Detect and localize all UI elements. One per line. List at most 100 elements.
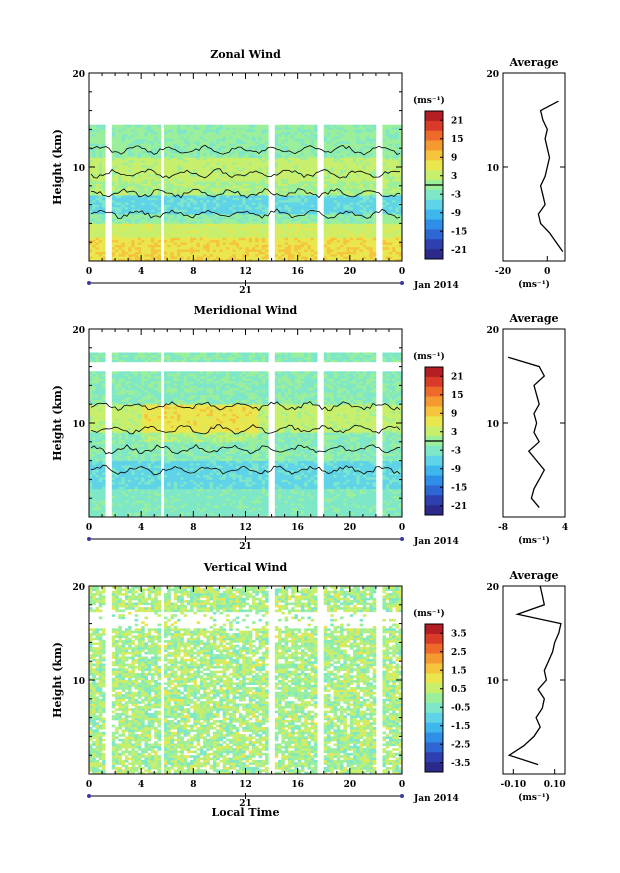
- heatmap-cell: [248, 204, 253, 208]
- heatmap-cell: [356, 225, 360, 229]
- heatmap-cell: [170, 242, 175, 245]
- heatmap-cell: [147, 232, 152, 236]
- heatmap-cell: [356, 145, 360, 149]
- heatmap-cell: [89, 235, 93, 238]
- heatmap-cell: [193, 152, 197, 156]
- heatmap-cell: [216, 136, 220, 140]
- heatmap-cell: [193, 162, 197, 165]
- heatmap-cell: [307, 249, 312, 252]
- heatmap-cell: [163, 197, 168, 201]
- heatmap-cell: [248, 174, 253, 177]
- heatmap-cell: [382, 185, 386, 189]
- heatmap-cell: [287, 190, 292, 194]
- heatmap-cell: [248, 244, 253, 248]
- heatmap-cell: [141, 162, 145, 165]
- heatmap-cell: [212, 181, 217, 184]
- heatmap-cell: [242, 242, 246, 245]
- heatmap-cell: [261, 230, 266, 234]
- heatmap-cell: [333, 185, 338, 189]
- heatmap-cell: [131, 131, 135, 135]
- heatmap-cell: [300, 183, 305, 187]
- heatmap-cell: [163, 155, 168, 158]
- heatmap-cell: [219, 148, 223, 151]
- heatmap-cell: [144, 242, 148, 245]
- heatmap-cell: [98, 143, 103, 147]
- heatmap-cell: [124, 237, 129, 241]
- heatmap-cell: [118, 188, 122, 191]
- heatmap-cell: [193, 230, 197, 234]
- heatmap-cell: [190, 223, 194, 227]
- heatmap-cell: [323, 211, 328, 215]
- heatmap-cell: [340, 251, 344, 255]
- heatmap-cell: [294, 230, 298, 234]
- heatmap-cell: [92, 223, 96, 227]
- heatmap-cell: [307, 216, 312, 219]
- heatmap-cell: [203, 197, 207, 201]
- heatmap-cell: [225, 249, 230, 252]
- heatmap-cell: [229, 258, 233, 262]
- heatmap-cell: [137, 141, 142, 144]
- heatmap-cell: [349, 178, 354, 182]
- heatmap-cell: [118, 127, 122, 130]
- heatmap-cell: [287, 211, 292, 215]
- heatmap-cell: [330, 134, 334, 137]
- heatmap-cell: [287, 127, 292, 130]
- heatmap-cell: [219, 230, 223, 234]
- heatmap-cell: [137, 237, 142, 241]
- heatmap-cell: [284, 206, 289, 210]
- heatmap-cell: [353, 150, 357, 154]
- heatmap-cell: [196, 230, 201, 234]
- heatmap-cell: [206, 242, 210, 245]
- heatmap-cell: [242, 197, 246, 201]
- heatmap-cell: [144, 131, 148, 135]
- heatmap-cell: [343, 138, 347, 142]
- heatmap-cell: [203, 167, 207, 170]
- heatmap-cell: [242, 214, 246, 217]
- heatmap-cell: [225, 256, 230, 259]
- heatmap-cell: [327, 138, 331, 142]
- heatmap-cell: [369, 127, 373, 130]
- heatmap-cell: [278, 249, 282, 252]
- heatmap-cell: [167, 253, 171, 257]
- heatmap-cell: [330, 228, 334, 231]
- heatmap-cell: [346, 258, 351, 262]
- heatmap-cell: [150, 171, 155, 175]
- heatmap-cell: [193, 244, 197, 248]
- heatmap-cell: [261, 131, 266, 135]
- heatmap-cell: [190, 159, 194, 163]
- heatmap-cell: [190, 138, 194, 142]
- heatmap-cell: [238, 141, 243, 144]
- heatmap-cell: [216, 143, 220, 147]
- heatmap-cell: [356, 242, 360, 245]
- heatmap-cell: [372, 136, 377, 140]
- heatmap-cell: [144, 136, 148, 140]
- heatmap-cell: [196, 143, 201, 147]
- heatmap-cell: [235, 143, 240, 147]
- heatmap-cell: [278, 148, 282, 151]
- heatmap-cell: [388, 253, 393, 257]
- heatmap-cell: [102, 134, 106, 137]
- heatmap-cell: [343, 235, 347, 238]
- heatmap-cell: [183, 246, 188, 250]
- heatmap-cell: [89, 225, 93, 229]
- heatmap-cell: [183, 150, 188, 154]
- heatmap-cell: [141, 199, 145, 203]
- heatmap-cell: [366, 176, 370, 180]
- heatmap-cell: [310, 127, 315, 130]
- heatmap-cell: [392, 124, 396, 128]
- heatmap-cell: [115, 202, 119, 205]
- heatmap-cell: [284, 174, 289, 177]
- heatmap-cell: [323, 127, 328, 130]
- heatmap-cell: [98, 138, 103, 142]
- heatmap-cell: [385, 138, 390, 142]
- heatmap-cell: [186, 237, 191, 241]
- heatmap-cell: [327, 237, 331, 241]
- heatmap-cell: [346, 169, 351, 172]
- heatmap-cell: [206, 237, 210, 241]
- heatmap-cell: [261, 256, 266, 259]
- heatmap-cell: [95, 232, 100, 236]
- heatmap-cell: [131, 256, 135, 259]
- heatmap-cell: [252, 174, 256, 177]
- heatmap-cell: [89, 145, 93, 149]
- heatmap-cell: [102, 242, 106, 245]
